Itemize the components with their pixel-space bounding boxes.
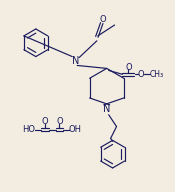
Text: O: O: [56, 117, 63, 126]
Text: OH: OH: [69, 125, 82, 134]
Text: N: N: [72, 55, 79, 65]
Text: O: O: [41, 117, 48, 126]
Text: O: O: [99, 15, 106, 24]
Text: N: N: [103, 104, 110, 114]
Text: O: O: [138, 70, 144, 79]
Text: O: O: [125, 63, 132, 72]
Text: CH₃: CH₃: [150, 70, 164, 79]
Text: HO: HO: [22, 125, 36, 134]
